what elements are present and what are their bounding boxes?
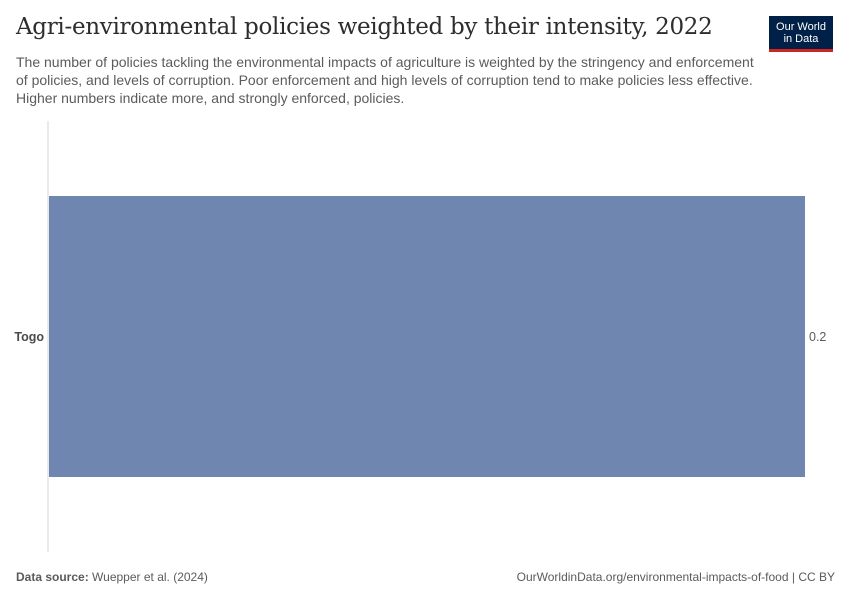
bar-togo[interactable] <box>49 196 805 477</box>
category-label: Togo <box>14 330 44 344</box>
owid-logo[interactable]: Our World in Data <box>769 16 833 52</box>
logo-line-2: in Data <box>783 33 819 45</box>
data-source-label: Data source: <box>16 570 89 584</box>
logo-line-1: Our World <box>776 21 826 33</box>
chart-title: Agri-environmental policies weighted by … <box>16 14 713 40</box>
data-source: Data source: Wuepper et al. (2024) <box>16 570 208 584</box>
value-label: 0.2 <box>809 330 826 344</box>
footer-url-license[interactable]: OurWorldinData.org/environmental-impacts… <box>516 570 835 584</box>
chart-subtitle: The number of policies tackling the envi… <box>16 54 754 106</box>
data-source-link[interactable]: Wuepper et al. (2024) <box>92 570 208 584</box>
